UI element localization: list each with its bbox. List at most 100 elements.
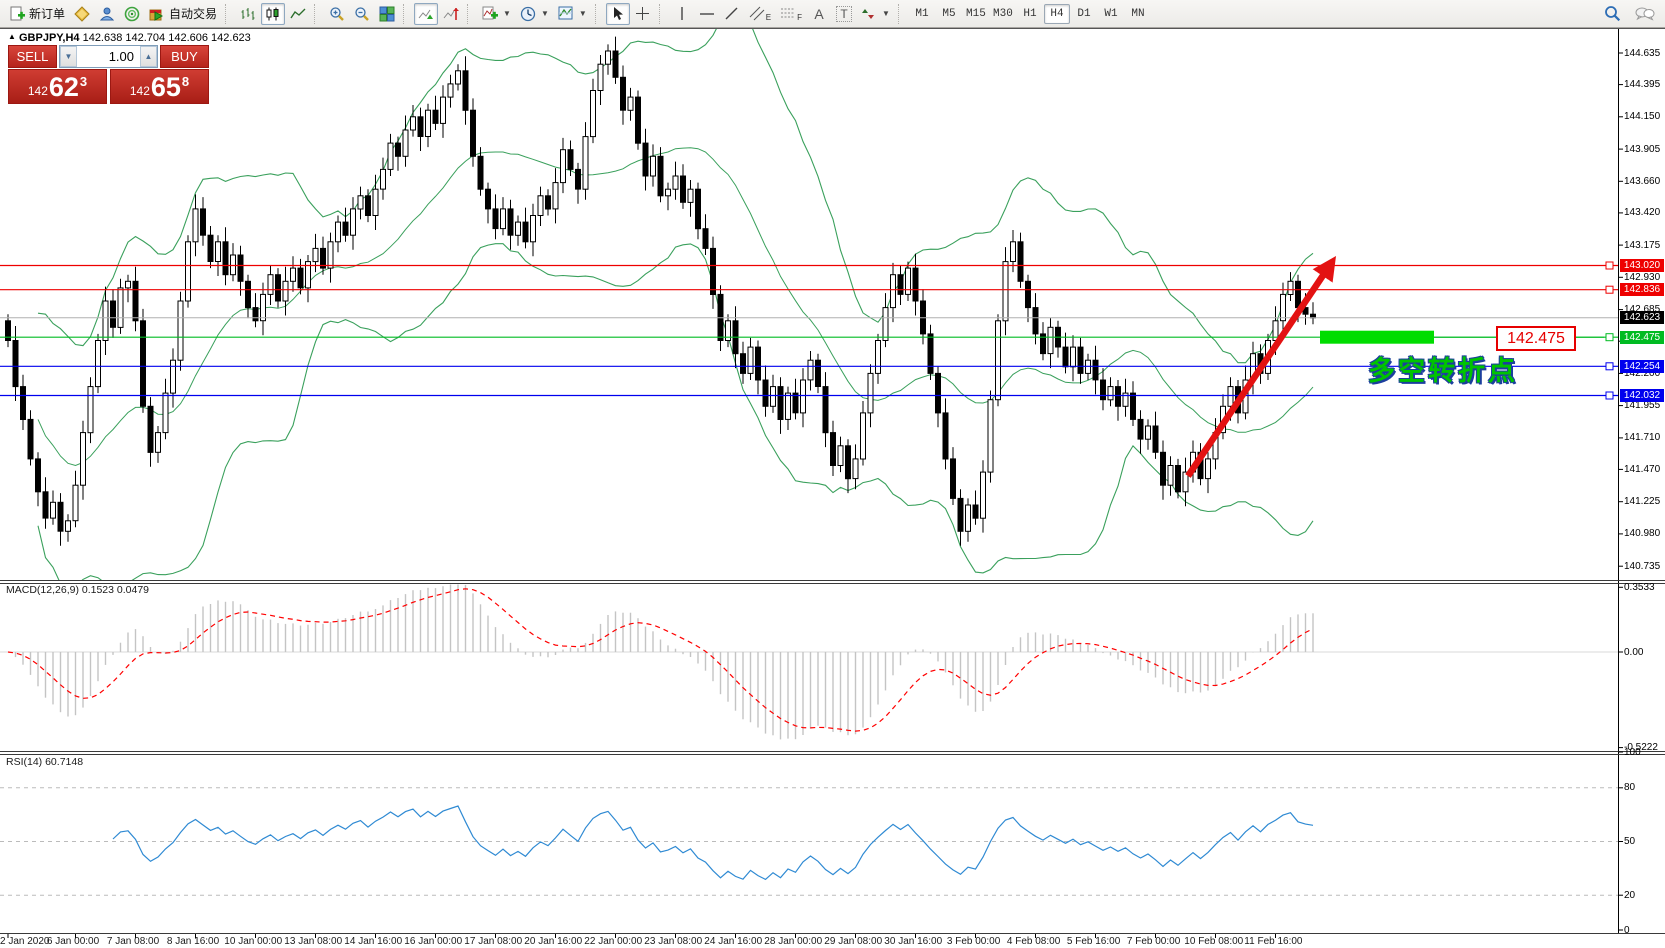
time-axis-label: 5 Feb 16:00: [1066, 936, 1121, 947]
timeframe-button-h1[interactable]: H1: [1023, 7, 1037, 20]
time-axis-label: 23 Jan 08:00: [644, 936, 703, 947]
search-button[interactable]: [1600, 3, 1625, 25]
new-order-button[interactable]: 新订单: [6, 3, 69, 25]
price-axis-tick: 143.420: [1624, 207, 1661, 219]
rsi-axis-tick: 20: [1624, 889, 1636, 901]
horizontal-line-tool-button[interactable]: [695, 3, 719, 25]
time-axis-label: 22 Jan 00:00: [584, 936, 643, 947]
autotrading-button[interactable]: 自动交易: [145, 3, 221, 25]
tile-windows-button[interactable]: [375, 3, 399, 25]
price-axis-tick: 142.685: [1624, 304, 1661, 316]
price-line-label: 142.836: [1620, 283, 1664, 297]
time-axis-label: 13 Jan 08:00: [284, 936, 343, 947]
community-button[interactable]: [95, 3, 119, 25]
volume-increase-button[interactable]: ▲: [140, 46, 157, 67]
dropdown-caret-icon: ▼: [578, 9, 587, 18]
timeframe-button-m5[interactable]: M5: [942, 7, 956, 20]
indicators-icon: [482, 6, 499, 20]
bar-chart-button[interactable]: [236, 3, 260, 25]
volume-decrease-button[interactable]: ▼: [60, 46, 77, 67]
rsi-axis-tick: 100: [1624, 746, 1641, 758]
time-axis-label: 28 Jan 00:00: [764, 936, 823, 947]
timeframe-button-mn[interactable]: MN: [1131, 7, 1145, 20]
toolbar: 新订单 自动交易: [0, 0, 1665, 28]
line-chart-button[interactable]: [286, 3, 310, 25]
zoom-in-button[interactable]: [325, 3, 349, 25]
price-axis-tick: 141.955: [1624, 400, 1661, 412]
symbol-title: GBPJPY,H4: [18, 32, 80, 44]
timeframe-toolbar: M1 M5 M15 M30 H1 H4 D1 W1 MN: [909, 3, 1151, 24]
price-axis-tick: 143.905: [1624, 143, 1661, 155]
price-line-label: 142.254: [1620, 359, 1664, 373]
equidistant-channel-tool-button[interactable]: E: [745, 3, 775, 25]
signals-button[interactable]: [120, 3, 144, 25]
crosshair-icon: [636, 7, 650, 20]
chat-button[interactable]: [1631, 3, 1659, 25]
timeframe-button-h4[interactable]: H4: [1043, 3, 1070, 24]
zoom-out-button[interactable]: [350, 3, 374, 25]
trendline-icon: [725, 7, 738, 20]
green-highlight-bar: [1320, 330, 1434, 344]
new-order-icon: [10, 6, 25, 21]
dropdown-caret-icon: ▼: [503, 9, 511, 18]
cursor-tool-button[interactable]: [605, 2, 630, 25]
auto-scroll-button[interactable]: [414, 2, 439, 25]
timeframe-button-m15[interactable]: M15: [966, 7, 986, 20]
search-icon: [1605, 6, 1621, 22]
buy-price[interactable]: 142 65 8: [110, 69, 209, 104]
timeframe-button-w1[interactable]: W1: [1104, 7, 1118, 20]
horizontal-line-icon: [699, 12, 714, 15]
chart-shift-button[interactable]: [439, 3, 463, 25]
text-label-tool-button[interactable]: A: [807, 3, 831, 25]
channel-glyph: E: [765, 13, 772, 22]
fibonacci-tool-button[interactable]: F: [776, 3, 806, 25]
dropdown-caret-icon: ▼: [540, 9, 549, 18]
price-tag-label[interactable]: 142.475: [1496, 326, 1576, 351]
timeframe-button-d1[interactable]: D1: [1077, 7, 1091, 20]
text-tool-button[interactable]: T: [832, 3, 856, 25]
candlestick-chart-button[interactable]: [261, 2, 286, 25]
periods-button[interactable]: ▼: [516, 3, 553, 25]
time-axis-label: 16 Jan 00:00: [404, 936, 463, 947]
toolbar-separator: [467, 3, 474, 24]
toolbar-separator: [403, 3, 410, 24]
time-axis-label: 2 Jan 2020: [0, 936, 50, 947]
buy-price-point: 8: [181, 74, 190, 89]
arrows-icon: [862, 8, 875, 19]
cn-annotation-text[interactable]: 多空转折点: [1368, 356, 1518, 386]
autotrading-icon: [149, 9, 164, 21]
templates-icon: [558, 6, 573, 20]
timeframe-button-m1[interactable]: M1: [915, 7, 929, 20]
volume-input[interactable]: 1.00: [108, 49, 134, 64]
time-axis-label: 17 Jan 08:00: [464, 936, 523, 947]
toolbar-separator: [314, 3, 321, 24]
time-axis-label: 30 Jan 16:00: [884, 936, 943, 947]
price-axis-tick: 144.395: [1624, 79, 1661, 91]
text-glyph: T: [836, 5, 852, 22]
timeframe-button-m30[interactable]: M30: [993, 7, 1013, 20]
candlestick-chart-icon: [266, 7, 279, 20]
vertical-line-tool-button[interactable]: [670, 3, 694, 25]
sell-price[interactable]: 142 62 3: [8, 69, 107, 104]
autotrading-label: 自动交易: [169, 7, 218, 21]
chat-icon: [1635, 7, 1655, 21]
market-button[interactable]: [70, 3, 94, 25]
dropdown-caret-icon: ▼: [882, 9, 890, 18]
arrows-tool-button[interactable]: ▼: [857, 3, 894, 25]
price-line-label: 142.623: [1620, 311, 1664, 325]
time-axis-label: 11 Feb 16:00: [1244, 936, 1303, 947]
bar-chart-icon: [241, 7, 255, 20]
indicators-button[interactable]: ▼: [478, 3, 515, 25]
sell-button[interactable]: SELL: [8, 45, 57, 68]
crosshair-tool-button[interactable]: [631, 3, 655, 25]
macd-pane: [0, 584, 1618, 740]
collapse-panel-icon[interactable]: ▲: [8, 32, 16, 41]
trendline-tool-button[interactable]: [720, 3, 744, 25]
price-axis-tick: 143.660: [1624, 175, 1661, 187]
templates-button[interactable]: ▼: [554, 3, 591, 25]
buy-button[interactable]: BUY: [160, 45, 209, 68]
trend-arrow: [1185, 256, 1337, 478]
